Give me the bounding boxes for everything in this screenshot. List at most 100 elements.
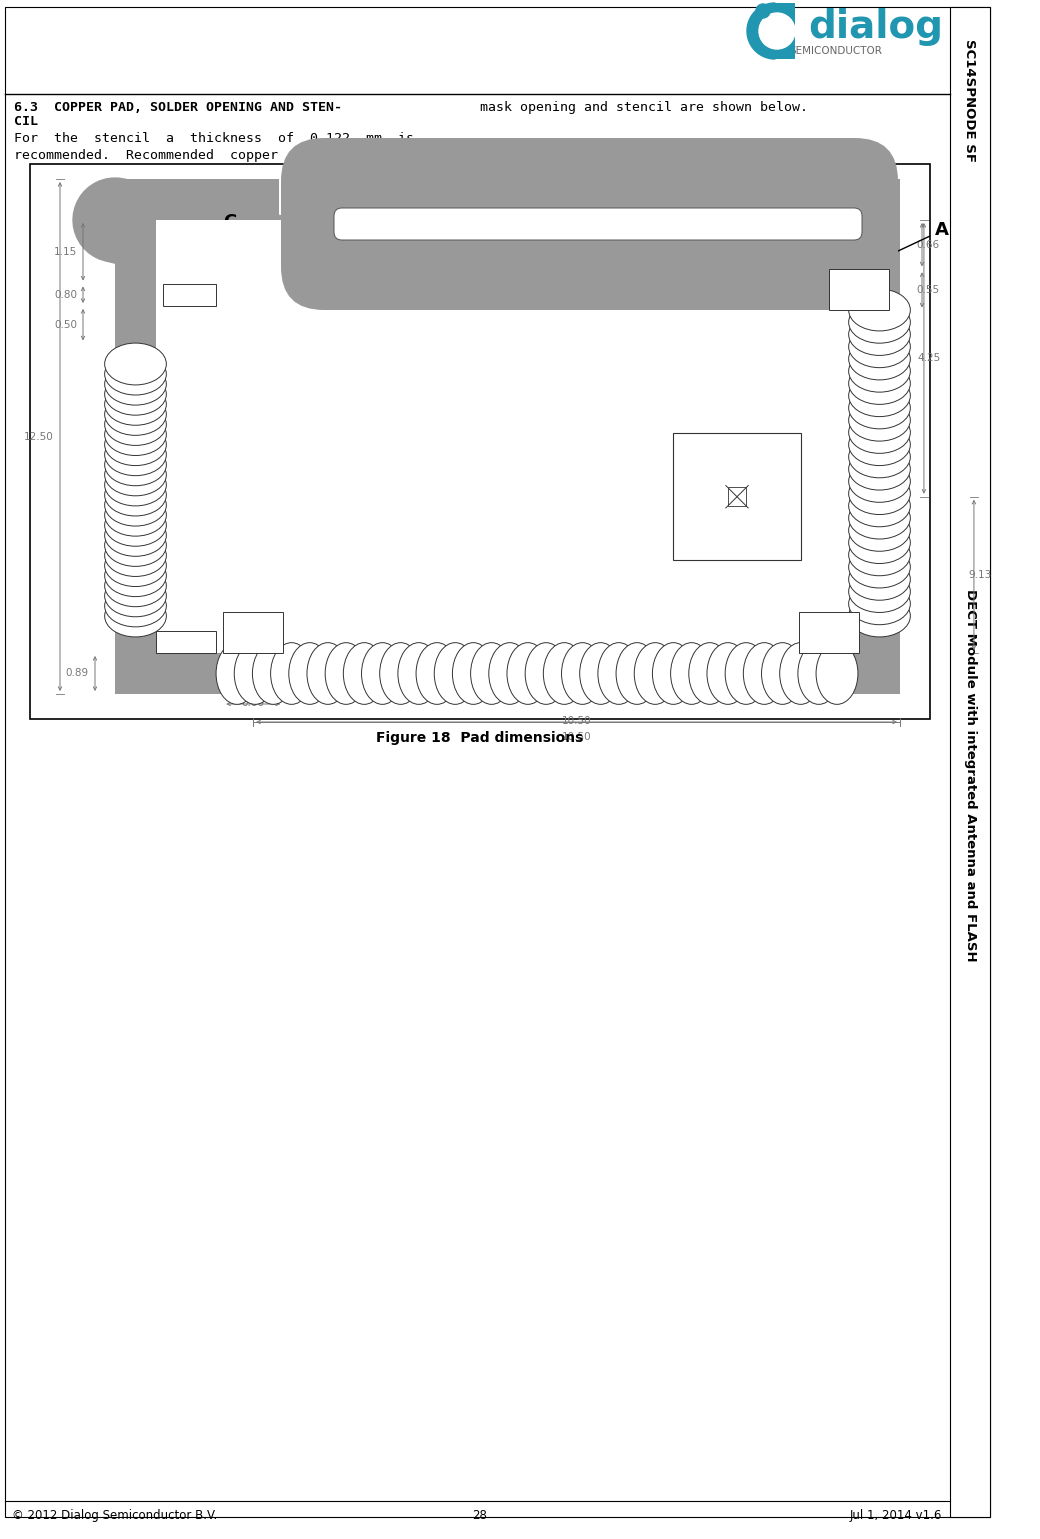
Ellipse shape [849,289,910,331]
Ellipse shape [849,423,910,466]
Ellipse shape [105,454,166,496]
Bar [115,179,156,694]
Text: 10.50: 10.50 [562,733,592,742]
Ellipse shape [849,363,910,405]
Ellipse shape [105,403,166,445]
Ellipse shape [849,583,910,625]
Text: 0.55: 0.55 [916,285,939,295]
Text: 28: 28 [472,1510,488,1522]
Text: 12.50: 12.50 [24,431,54,442]
Text: 0.2: 0.2 [244,268,260,279]
Text: 0.55: 0.55 [287,628,310,637]
Ellipse shape [489,643,530,705]
Text: 5.25: 5.25 [755,573,778,582]
Ellipse shape [562,643,603,705]
Ellipse shape [105,423,166,466]
Text: Y: Y [661,419,669,428]
Ellipse shape [105,514,166,556]
Bar [829,269,889,311]
FancyBboxPatch shape [334,208,862,240]
Text: mask opening and stencil are shown below.: mask opening and stencil are shown below… [480,102,808,114]
Ellipse shape [849,534,910,576]
Ellipse shape [105,434,166,476]
Ellipse shape [289,643,331,705]
Bar [115,179,156,220]
Ellipse shape [849,546,910,588]
Circle shape [756,5,770,18]
Text: 8.75: 8.75 [562,149,584,159]
Ellipse shape [849,509,910,551]
Ellipse shape [105,465,166,506]
Ellipse shape [849,460,910,502]
Text: SC14SPNODE SF: SC14SPNODE SF [963,38,977,162]
Ellipse shape [380,643,421,705]
Ellipse shape [416,643,458,705]
Text: B: B [171,553,187,637]
Ellipse shape [849,326,910,368]
Ellipse shape [849,386,910,429]
Text: 0.50: 0.50 [54,320,77,329]
Bar [775,3,795,58]
Ellipse shape [234,643,276,705]
Text: CIL: CIL [14,115,38,128]
Ellipse shape [105,363,166,405]
Ellipse shape [780,643,822,705]
Ellipse shape [849,302,910,343]
Text: recommended.  Recommended  copper  pad,  solder: recommended. Recommended copper pad, sol… [14,149,390,162]
Ellipse shape [688,643,731,705]
Ellipse shape [849,571,910,613]
Bar [156,220,859,653]
Text: 6.3  COPPER PAD, SOLDER OPENING AND STEN-: 6.3 COPPER PAD, SOLDER OPENING AND STEN- [14,102,342,114]
Ellipse shape [105,474,166,516]
Ellipse shape [634,643,676,705]
Text: 0.30: 0.30 [230,289,253,300]
Ellipse shape [307,643,348,705]
Ellipse shape [105,494,166,536]
Ellipse shape [398,643,440,705]
Text: 1.70: 1.70 [812,492,836,502]
Ellipse shape [744,643,785,705]
Text: C: C [192,214,236,280]
Text: 0.89: 0.89 [66,668,89,679]
Ellipse shape [105,352,166,396]
Text: 0.70: 0.70 [178,251,201,260]
Ellipse shape [105,414,166,456]
Ellipse shape [652,643,695,705]
Text: Jul 1, 2014 v1.6: Jul 1, 2014 v1.6 [850,1510,942,1522]
Ellipse shape [761,643,803,705]
Ellipse shape [798,643,839,705]
Bar [115,179,279,220]
Text: A2: A2 [245,526,272,628]
Ellipse shape [849,399,910,442]
Ellipse shape [452,643,494,705]
Ellipse shape [616,643,658,705]
Text: DECT Module with integrated Antenna and FLASH: DECT Module with integrated Antenna and … [963,589,977,962]
Text: 4.25: 4.25 [918,354,941,363]
Ellipse shape [105,443,166,486]
FancyBboxPatch shape [281,139,898,309]
Bar [224,613,283,653]
Ellipse shape [671,643,712,705]
Ellipse shape [216,643,258,705]
Text: 9.13: 9.13 [968,569,991,580]
Ellipse shape [105,525,166,566]
Ellipse shape [326,643,367,705]
Ellipse shape [105,383,166,425]
Ellipse shape [849,448,910,489]
Bar [799,613,859,653]
Bar [674,432,801,560]
Ellipse shape [105,576,166,617]
Polygon shape [747,3,775,58]
Text: 8.32: 8.32 [435,480,459,491]
Ellipse shape [105,343,166,385]
Ellipse shape [849,351,910,392]
Ellipse shape [270,643,312,705]
Ellipse shape [105,505,166,546]
Ellipse shape [849,559,910,600]
Ellipse shape [849,436,910,477]
Bar [163,283,216,306]
Text: 0.30: 0.30 [219,637,242,646]
Ellipse shape [105,545,166,586]
Ellipse shape [506,643,549,705]
Ellipse shape [253,643,294,705]
